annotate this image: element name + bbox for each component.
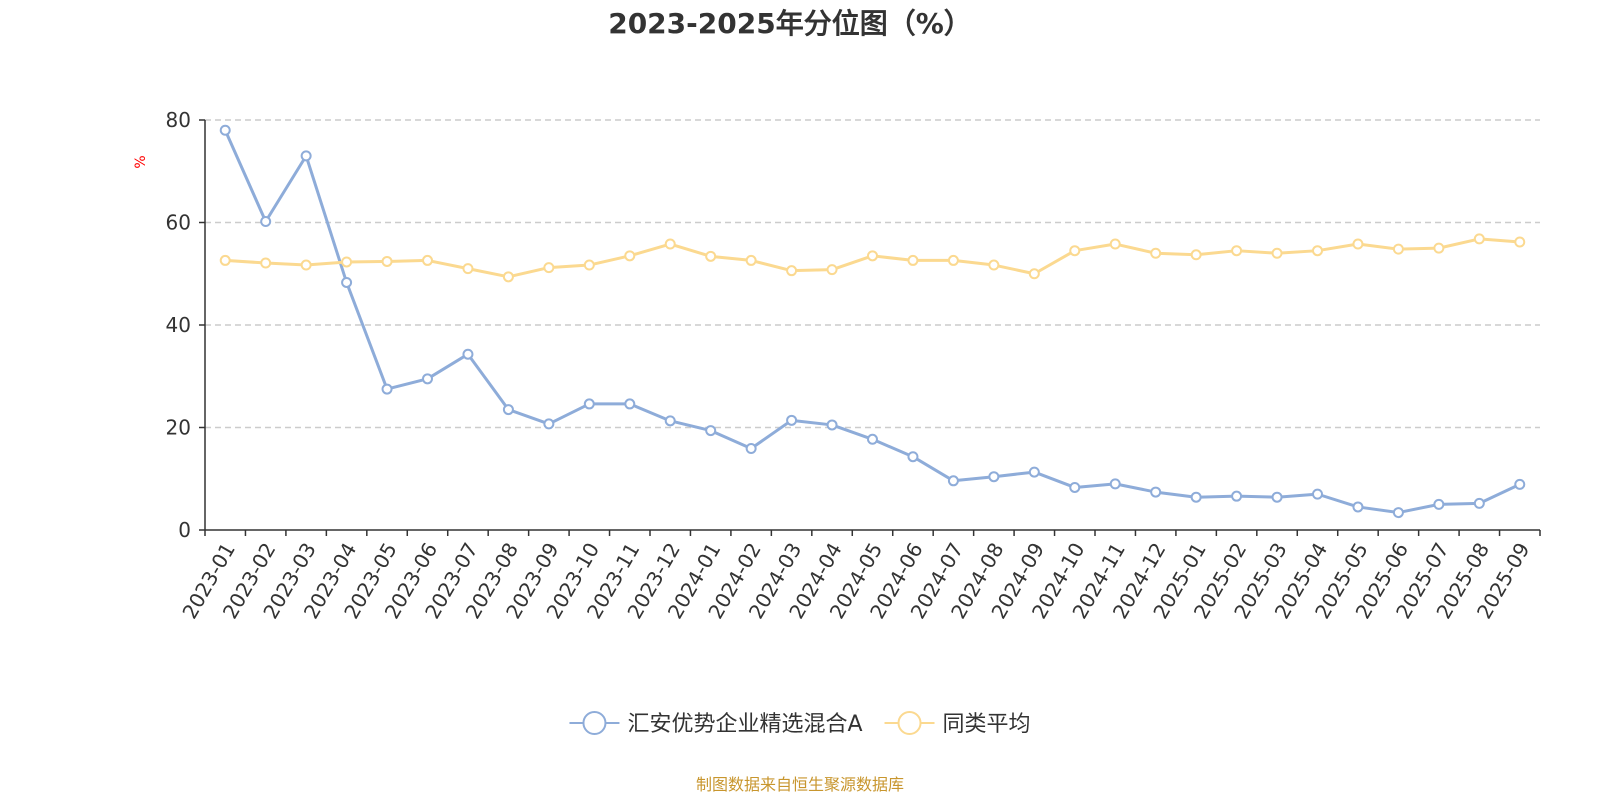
series-1-point-2023-05	[381, 255, 393, 267]
series-1-point-2025-02	[1231, 245, 1243, 257]
series-0-point-2025-07	[1433, 498, 1445, 510]
series-layer	[219, 124, 1526, 519]
series-1-point-2024-08	[988, 259, 1000, 271]
series-1-point-2023-03	[300, 259, 312, 271]
series-1-point-2025-09	[1514, 236, 1526, 248]
series-1-point-2024-04	[826, 264, 838, 276]
series-0-point-2023-09	[543, 418, 555, 430]
series-1-point-2023-01	[219, 254, 231, 266]
y-tick-label: 60	[166, 211, 191, 235]
series-0-point-2024-01	[705, 425, 717, 437]
series-0-point-2024-08	[988, 471, 1000, 483]
series-0-point-2024-04	[826, 419, 838, 431]
series-1-point-2025-08	[1473, 233, 1485, 245]
series-0-point-2024-02	[745, 443, 757, 455]
series-0-point-2024-05	[867, 433, 878, 445]
series-1-point-2023-04	[341, 256, 353, 268]
series-1-point-2023-11	[624, 250, 636, 262]
series-0-point-2024-07	[947, 475, 959, 487]
series-1-point-2024-06	[907, 254, 919, 266]
legend-marker-icon	[897, 711, 922, 735]
series-0-point-2025-05	[1352, 501, 1364, 513]
series-1-point-2024-11	[1109, 238, 1121, 250]
y-axis-unit-label: %	[133, 155, 149, 168]
y-axis-ticks: 0 20 40 60 80	[166, 108, 205, 542]
series-1-point-2025-04	[1312, 245, 1323, 257]
series-0-point-2025-09	[1514, 478, 1526, 490]
legend-marker-icon	[582, 711, 607, 735]
series-0-point-2024-09	[1028, 466, 1040, 478]
gridlines	[205, 119, 1540, 429]
y-tick-label: 80	[166, 108, 191, 132]
series-0-point-2025-06	[1392, 507, 1404, 519]
series-0-point-2025-08	[1473, 497, 1485, 509]
series-1-point-2023-09	[543, 262, 555, 274]
legend-item-1[interactable]: 同类平均	[884, 711, 1031, 737]
series-0-point-2023-02	[260, 215, 272, 227]
series-0-point-2024-11	[1109, 478, 1121, 490]
series-1-point-2025-01	[1190, 249, 1202, 261]
series-0-point-2023-03	[300, 150, 312, 162]
series-0-point-2024-10	[1069, 481, 1081, 493]
series-1-point-2025-05	[1352, 238, 1364, 250]
legend: 汇安优势企业精选混合A 同类平均	[569, 711, 1031, 737]
series-0-point-2023-01	[219, 124, 231, 136]
series-0-point-2025-04	[1312, 488, 1323, 500]
series-1-point-2025-07	[1433, 242, 1445, 254]
series-0-point-2025-02	[1231, 490, 1243, 502]
series-1-point-2024-10	[1069, 245, 1081, 257]
series-0-point-2024-03	[786, 414, 798, 426]
y-tick-label: 20	[166, 416, 191, 440]
series-0-point-2025-03	[1271, 491, 1283, 503]
series-0-point-2024-06	[907, 451, 919, 463]
series-0-point-2023-08	[502, 404, 514, 416]
series-1-point-2025-03	[1271, 247, 1283, 259]
series-0-point-2023-12	[664, 415, 676, 427]
y-tick-label: 40	[166, 313, 191, 337]
series-0-point-2023-11	[624, 398, 636, 410]
series-1-point-2025-06	[1392, 243, 1404, 255]
series-1-point-2024-02	[745, 254, 757, 266]
series-1-point-2023-02	[260, 257, 272, 269]
series-0-point-2023-06	[422, 373, 433, 385]
series-1-point-2024-12	[1150, 247, 1162, 259]
legend-label: 同类平均	[943, 712, 1031, 737]
data-source-note: 制图数据来自恒生聚源数据库	[696, 775, 904, 794]
y-tick-label: 0	[178, 518, 191, 542]
series-0-point-2024-12	[1150, 486, 1162, 498]
series-0-point-2023-05	[381, 383, 393, 395]
series-line-0	[223, 129, 1521, 515]
legend-label: 汇安优势企业精选混合A	[627, 712, 862, 737]
series-1-point-2024-03	[786, 265, 798, 277]
series-1-point-2023-08	[502, 271, 514, 283]
series-0-point-2025-01	[1190, 491, 1202, 503]
chart-title: 2023-2025年分位图（%）	[608, 7, 972, 40]
series-1-point-2023-10	[583, 259, 595, 271]
series-0-point-2023-10	[583, 398, 595, 410]
series-1-point-2024-01	[705, 250, 717, 262]
series-1-point-2023-06	[422, 254, 433, 266]
series-0-point-2023-04	[341, 276, 353, 288]
series-1-point-2024-07	[947, 254, 959, 266]
series-1-point-2023-12	[664, 238, 676, 250]
series-1-point-2024-09	[1028, 268, 1040, 280]
series-1-point-2023-07	[462, 263, 474, 275]
legend-item-0[interactable]: 汇安优势企业精选混合A	[569, 711, 863, 737]
series-0-point-2023-07	[462, 348, 474, 360]
x-axis-ticks: 2023-012023-022023-032023-042023-052023-…	[177, 530, 1541, 623]
series-1-point-2024-05	[867, 250, 878, 262]
